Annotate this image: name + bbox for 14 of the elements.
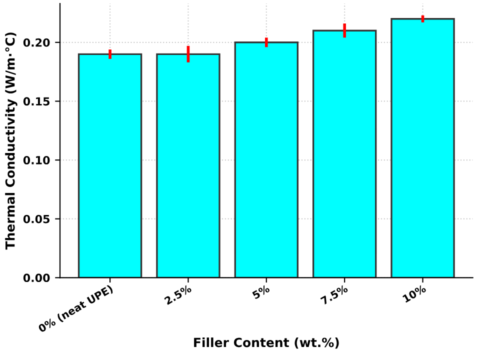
bar xyxy=(390,18,455,278)
y-axis-title: Thermal Conductivity (W/m·°C) xyxy=(5,32,18,250)
x-tick-label: 5% xyxy=(252,284,270,300)
bar xyxy=(312,30,377,278)
x-axis-title: Filler Content (wt.%) xyxy=(194,338,339,349)
y-tick-label: 0.10 xyxy=(23,156,50,164)
bar xyxy=(156,53,220,278)
y-tick-label: 0.15 xyxy=(23,97,50,106)
x-tick-label: 10% xyxy=(402,284,427,303)
y-tick-label: 0.20 xyxy=(23,38,50,47)
y-tick-label: 0.05 xyxy=(23,214,50,224)
y-tick-label: 0.00 xyxy=(23,274,50,282)
bar xyxy=(78,53,142,278)
bar xyxy=(234,42,299,278)
